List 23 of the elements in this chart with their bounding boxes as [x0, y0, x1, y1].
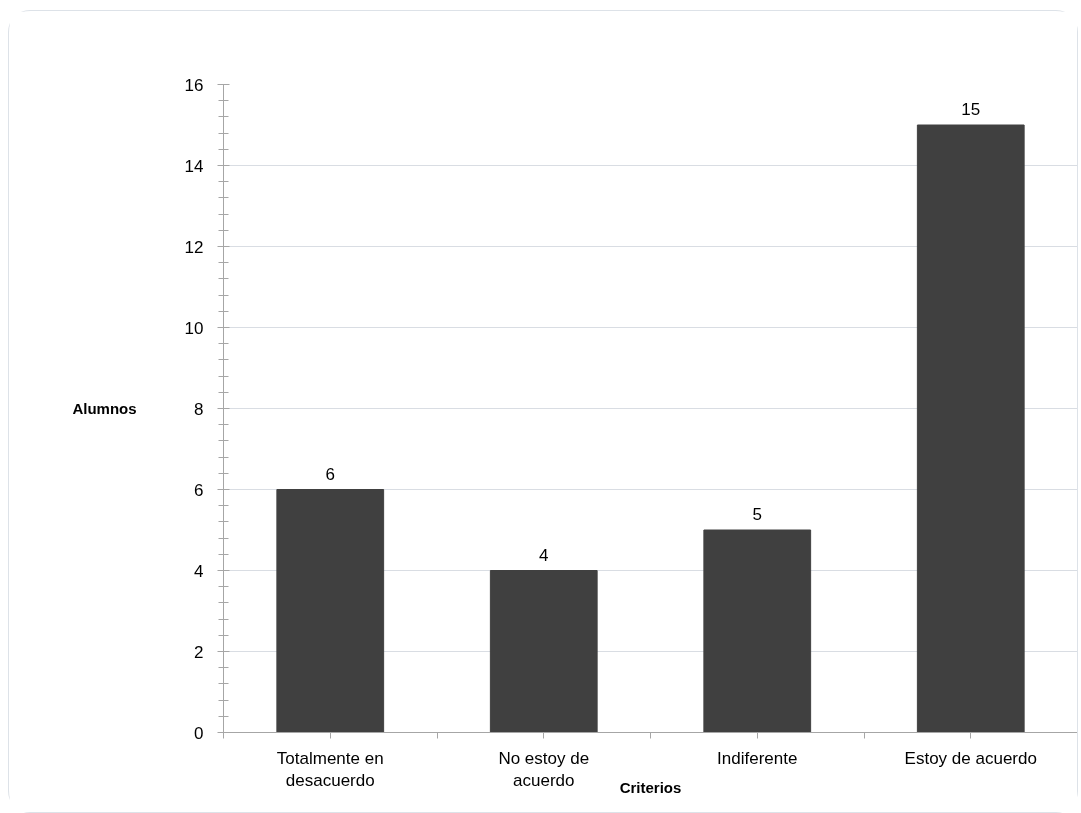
y-tick-label: 4	[194, 561, 204, 581]
bar	[916, 124, 1025, 733]
x-tick-label: Totalmente en desacuerdo	[276, 748, 384, 791]
y-tick-label: 8	[194, 399, 204, 419]
y-tick-label: 16	[184, 75, 204, 95]
y-tick-label: 12	[184, 237, 204, 257]
y-tick-label: 14	[184, 156, 204, 176]
y-tick-label: 6	[194, 480, 204, 500]
bar	[276, 489, 385, 733]
y-tick-label: 10	[184, 318, 204, 338]
bar	[703, 529, 812, 733]
x-axis-title: Criterios	[619, 779, 682, 797]
x-tick-label: Indiferente	[717, 748, 798, 768]
data-label: 6	[325, 464, 335, 484]
bar	[489, 570, 598, 733]
data-label: 15	[961, 100, 981, 119]
y-axis-title: Alumnos	[72, 400, 137, 417]
y-tick-label: 0	[194, 723, 204, 743]
y-tick-label: 2	[194, 642, 204, 662]
x-tick-label: Estoy de acuerdo	[904, 748, 1037, 768]
data-label: 5	[752, 505, 762, 524]
data-label: 4	[539, 545, 549, 565]
x-tick-label: No estoy de acuerdo	[498, 748, 590, 791]
